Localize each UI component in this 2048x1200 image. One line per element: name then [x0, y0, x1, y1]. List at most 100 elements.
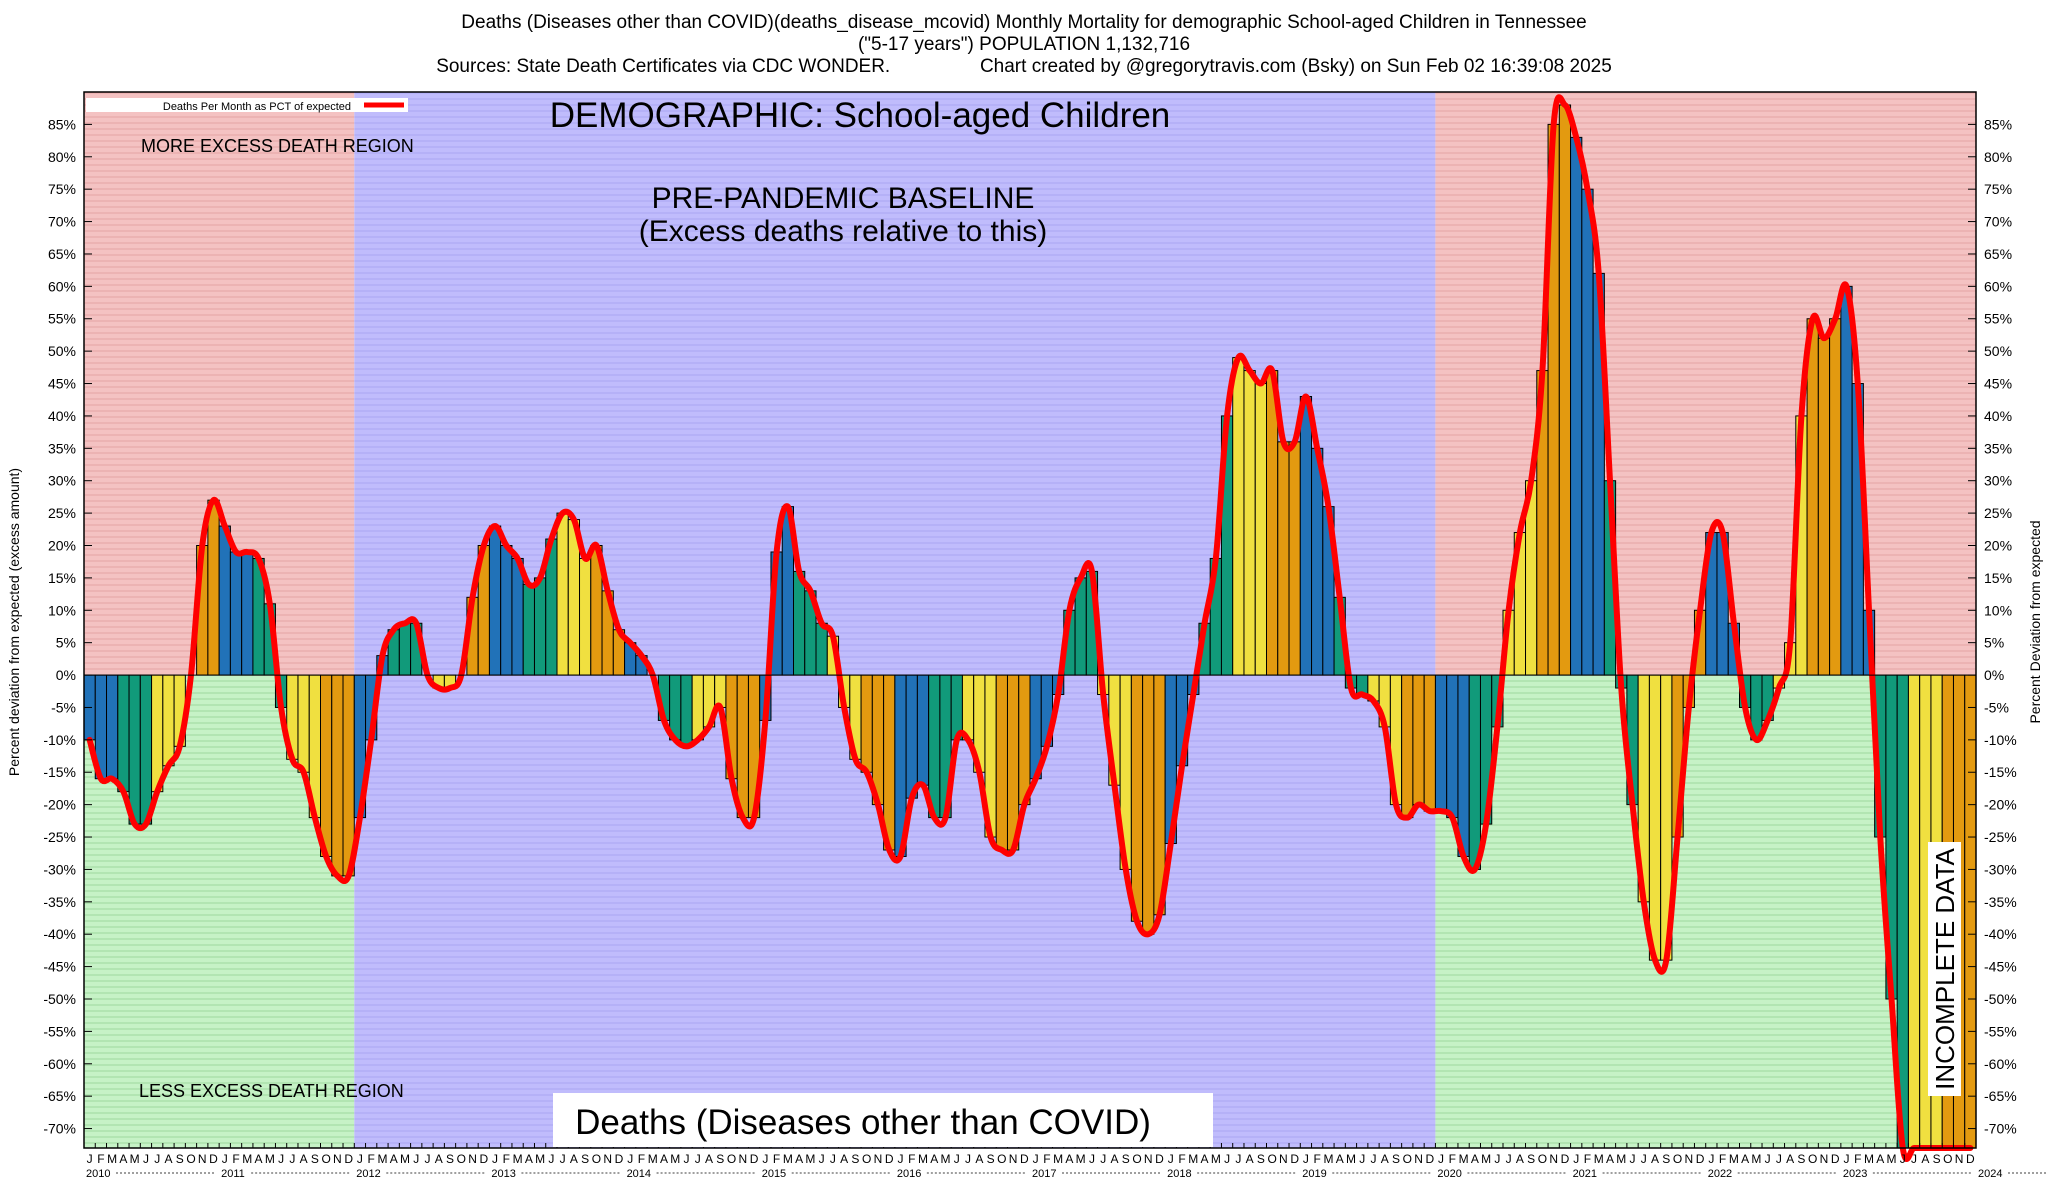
y-tick-label-right: 70% — [1984, 214, 2012, 230]
x-month-label: D — [885, 1152, 894, 1166]
bar — [579, 557, 592, 676]
y-tick-label-left: 50% — [48, 343, 76, 359]
x-month-label: S — [176, 1152, 184, 1166]
y-tick-label-right: 5% — [1984, 635, 2004, 651]
x-month-label: M — [400, 1152, 410, 1166]
y-tick-label-right: -60% — [1984, 1056, 2017, 1072]
x-year-label: 2021 — [1573, 1168, 1597, 1180]
x-month-label: J — [278, 1152, 284, 1166]
y-tick-label-left: 60% — [48, 278, 76, 294]
x-month-label: M — [242, 1152, 252, 1166]
x-month-label: A — [660, 1152, 668, 1166]
x-month-label: O — [862, 1152, 871, 1166]
bar — [556, 512, 569, 676]
bar — [860, 674, 873, 773]
y-tick-label-right: 20% — [1984, 537, 2012, 553]
x-year-label: 2024 — [1978, 1168, 2002, 1180]
bar — [297, 674, 310, 773]
x-month-label: M — [1211, 1152, 1221, 1166]
x-year-label: 2020 — [1437, 1168, 1461, 1180]
bar — [1243, 370, 1256, 676]
y-tick-label-right: -35% — [1984, 894, 2017, 910]
x-month-label: M — [918, 1152, 928, 1166]
x-month-label: M — [1053, 1152, 1063, 1166]
x-month-label: J — [1630, 1152, 1636, 1166]
bar — [1142, 674, 1155, 935]
x-month-label: N — [468, 1152, 477, 1166]
bar — [680, 674, 693, 747]
bar — [1457, 674, 1470, 857]
bar — [1288, 441, 1301, 676]
x-month-label: A — [570, 1152, 578, 1166]
y-tick-label-left: -15% — [43, 764, 76, 780]
x-month-label: J — [1494, 1152, 1500, 1166]
x-month-label: M — [1346, 1152, 1356, 1166]
bottom-label: Deaths (Diseases other than COVID) — [575, 1103, 1151, 1142]
more-excess-label: MORE EXCESS DEATH REGION — [141, 136, 414, 156]
x-month-label: A — [1876, 1152, 1884, 1166]
bar — [1907, 674, 1921, 1149]
x-month-label: S — [1392, 1152, 1400, 1166]
bar — [1558, 104, 1572, 676]
y-tick-label-left: -65% — [43, 1088, 76, 1104]
x-month-label: J — [1359, 1152, 1365, 1166]
x-month-label: J — [1370, 1152, 1376, 1166]
y-tick-label-right: -30% — [1984, 861, 2017, 877]
x-month-label: A — [119, 1152, 127, 1166]
x-month-label: S — [581, 1152, 589, 1166]
x-month-label: D — [209, 1152, 218, 1166]
y-tick-label-left: 80% — [48, 149, 76, 165]
x-month-label: D — [1831, 1152, 1840, 1166]
y-tick-label-left: 75% — [48, 181, 76, 197]
x-month-label: M — [1459, 1152, 1469, 1166]
x-month-label: O — [1267, 1152, 1276, 1166]
x-month-label: J — [357, 1152, 363, 1166]
x-month-label: M — [377, 1152, 387, 1166]
x-month-label: M — [648, 1152, 658, 1166]
x-month-label: O — [1132, 1152, 1141, 1166]
x-year-label: 2019 — [1302, 1168, 1326, 1180]
x-month-label: A — [1516, 1152, 1524, 1166]
x-month-label: A — [1741, 1152, 1749, 1166]
x-month-label: J — [492, 1152, 498, 1166]
x-month-label: N — [1820, 1152, 1829, 1166]
x-month-label: N — [1684, 1152, 1693, 1166]
y-tick-label-left: -45% — [43, 959, 76, 975]
x-month-label: D — [1696, 1152, 1705, 1166]
y-tick-label-right: -55% — [1984, 1023, 2017, 1039]
x-year-label: 2018 — [1167, 1168, 1191, 1180]
x-month-label: M — [130, 1152, 140, 1166]
x-month-label: A — [1471, 1152, 1479, 1166]
x-month-label: F — [908, 1152, 915, 1166]
x-month-label: J — [1168, 1152, 1174, 1166]
x-year-label: 2010 — [86, 1168, 110, 1180]
x-month-label: M — [1188, 1152, 1198, 1166]
x-month-label: J — [1843, 1152, 1849, 1166]
x-month-label: O — [1403, 1152, 1412, 1166]
x-month-label: S — [851, 1152, 859, 1166]
x-month-label: J — [627, 1152, 633, 1166]
x-month-label: F — [1449, 1152, 1456, 1166]
x-month-label: A — [1606, 1152, 1614, 1166]
y-tick-label-right: 10% — [1984, 602, 2012, 618]
x-month-label: A — [840, 1152, 848, 1166]
x-month-label: N — [333, 1152, 342, 1166]
bar — [218, 525, 231, 676]
x-month-label: J — [548, 1152, 554, 1166]
x-month-label: J — [1438, 1152, 1444, 1166]
bar — [916, 674, 930, 786]
x-month-label: J — [819, 1152, 825, 1166]
y-tick-label-right: 30% — [1984, 473, 2012, 489]
bar — [1840, 285, 1853, 676]
y-tick-label-right: -20% — [1984, 797, 2017, 813]
x-month-label: N — [874, 1152, 883, 1166]
x-month-label: M — [513, 1152, 523, 1166]
bar — [1277, 441, 1290, 676]
x-month-label: A — [1786, 1152, 1794, 1166]
bar — [128, 674, 141, 825]
bar — [207, 499, 220, 676]
x-month-label: D — [1561, 1152, 1570, 1166]
y-axis-label-left: Percent deviation from expected (excess … — [6, 468, 22, 776]
x-month-label: M — [1729, 1152, 1739, 1166]
y-tick-label-right: 35% — [1984, 440, 2012, 456]
